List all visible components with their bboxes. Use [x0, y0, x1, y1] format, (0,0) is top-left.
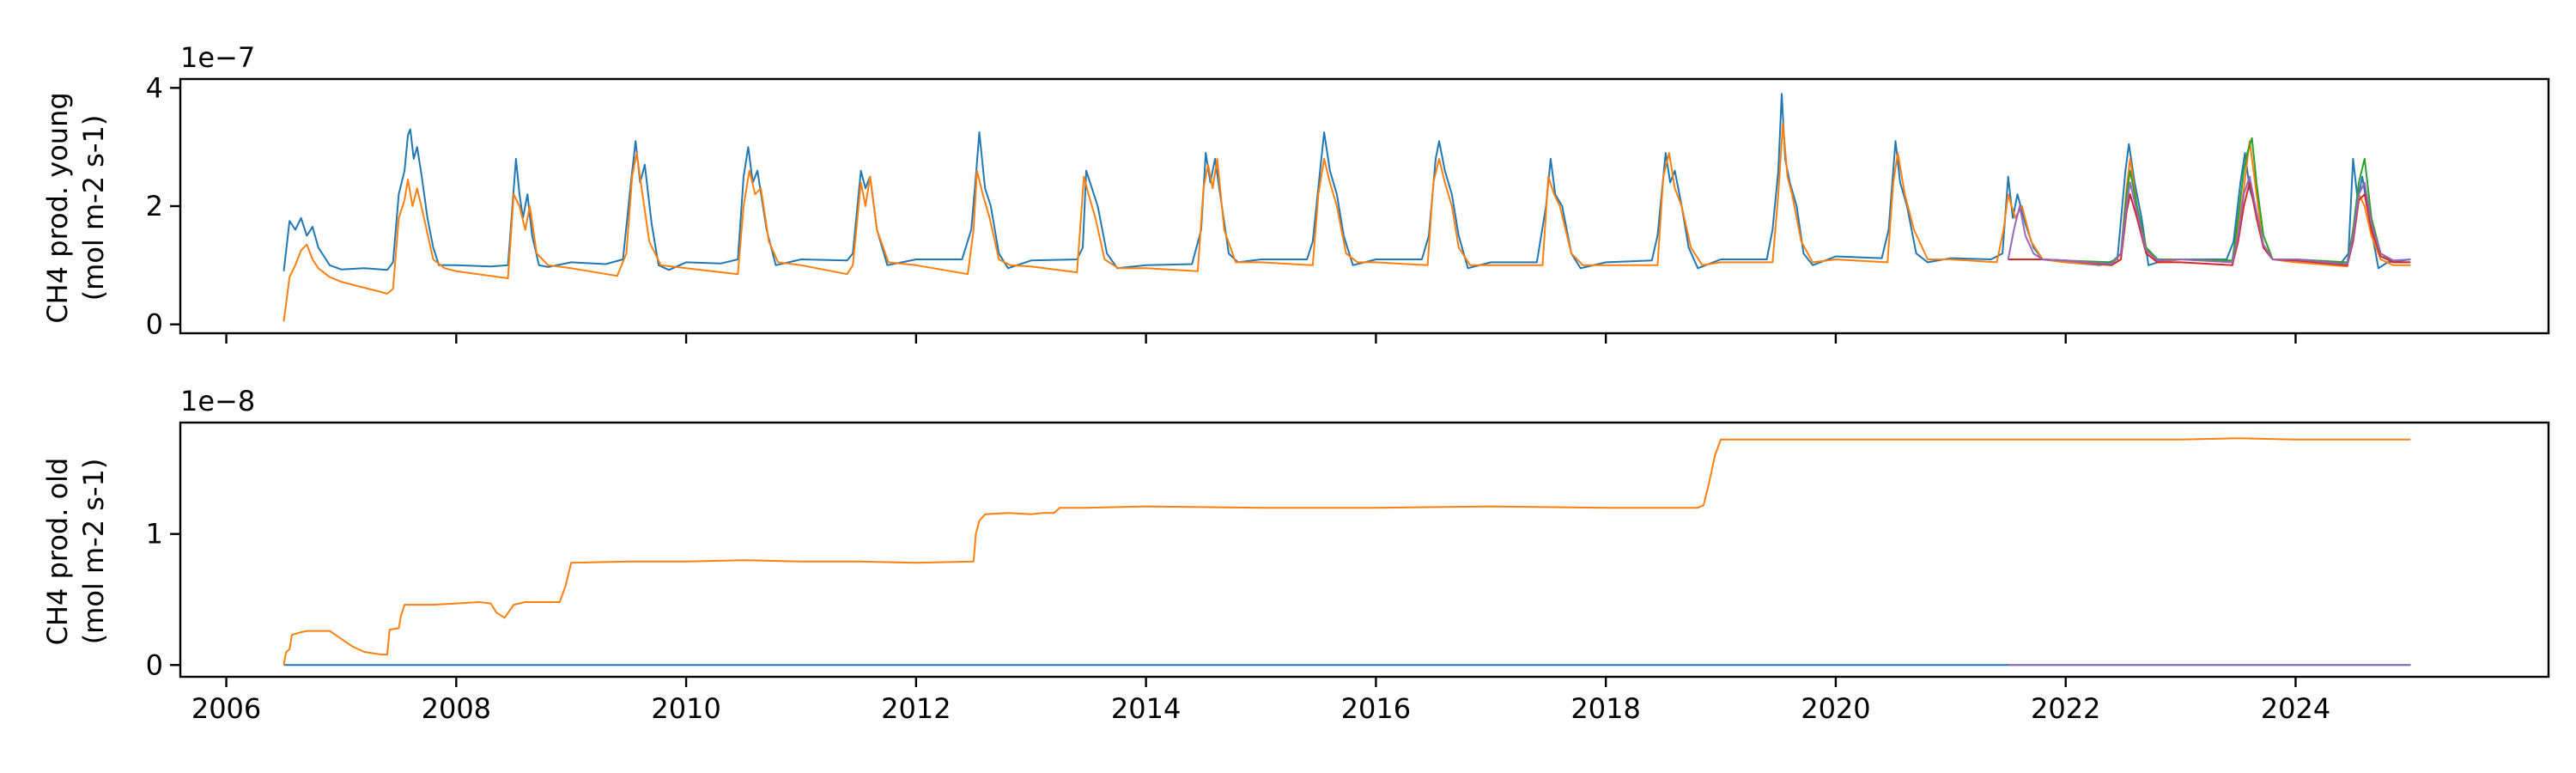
panel-1-series-group	[283, 437, 2411, 666]
panel-0-offset-text: 1e−7	[180, 41, 255, 74]
series-line-purple	[2007, 175, 2411, 265]
series-line-orange	[283, 122, 2411, 322]
x-tick-label: 2018	[1571, 692, 1640, 725]
panel-1-ylabel-line2: (mol m-2 s-1)	[77, 459, 110, 645]
panel-ch4-old: 1e−8 CH4 prod. old (mol m-2 s-1) 0 1 2006 2…	[41, 385, 2550, 725]
panel-0-series-group	[283, 93, 2411, 322]
x-tick-label: 2010	[651, 692, 720, 725]
x-tick-label: 2016	[1341, 692, 1411, 725]
x-tick-label: 2014	[1111, 692, 1181, 725]
panel-1-ylabel-line1: CH4 prod. old	[41, 458, 74, 646]
x-tick-label: 2024	[2261, 692, 2330, 725]
x-tick-label: 2022	[2031, 692, 2100, 725]
y-tick-label: 2	[146, 190, 163, 222]
y-tick-label: 4	[146, 71, 163, 104]
y-tick-label: 1	[146, 518, 163, 551]
series-line-blue	[283, 93, 2411, 271]
panel-0-ylabel-line1: CH4 prod. young	[41, 92, 74, 323]
series-line-orange	[283, 437, 2411, 666]
panel-ch4-young: 1e−7 CH4 prod. young (mol m-2 s-1) 0 2 4	[41, 41, 2550, 344]
y-tick-label: 0	[146, 648, 163, 681]
panel-0-ylabel-line2: (mol m-2 s-1)	[77, 115, 110, 301]
x-tick-label: 2012	[881, 692, 951, 725]
x-tick-label: 2006	[191, 692, 261, 725]
panel-1-frame	[179, 421, 2550, 679]
y-tick-label: 0	[146, 308, 163, 341]
x-tick-label: 2008	[422, 692, 491, 725]
panel-1-offset-text: 1e−8	[180, 385, 255, 417]
x-tick-label: 2020	[1801, 692, 1870, 725]
